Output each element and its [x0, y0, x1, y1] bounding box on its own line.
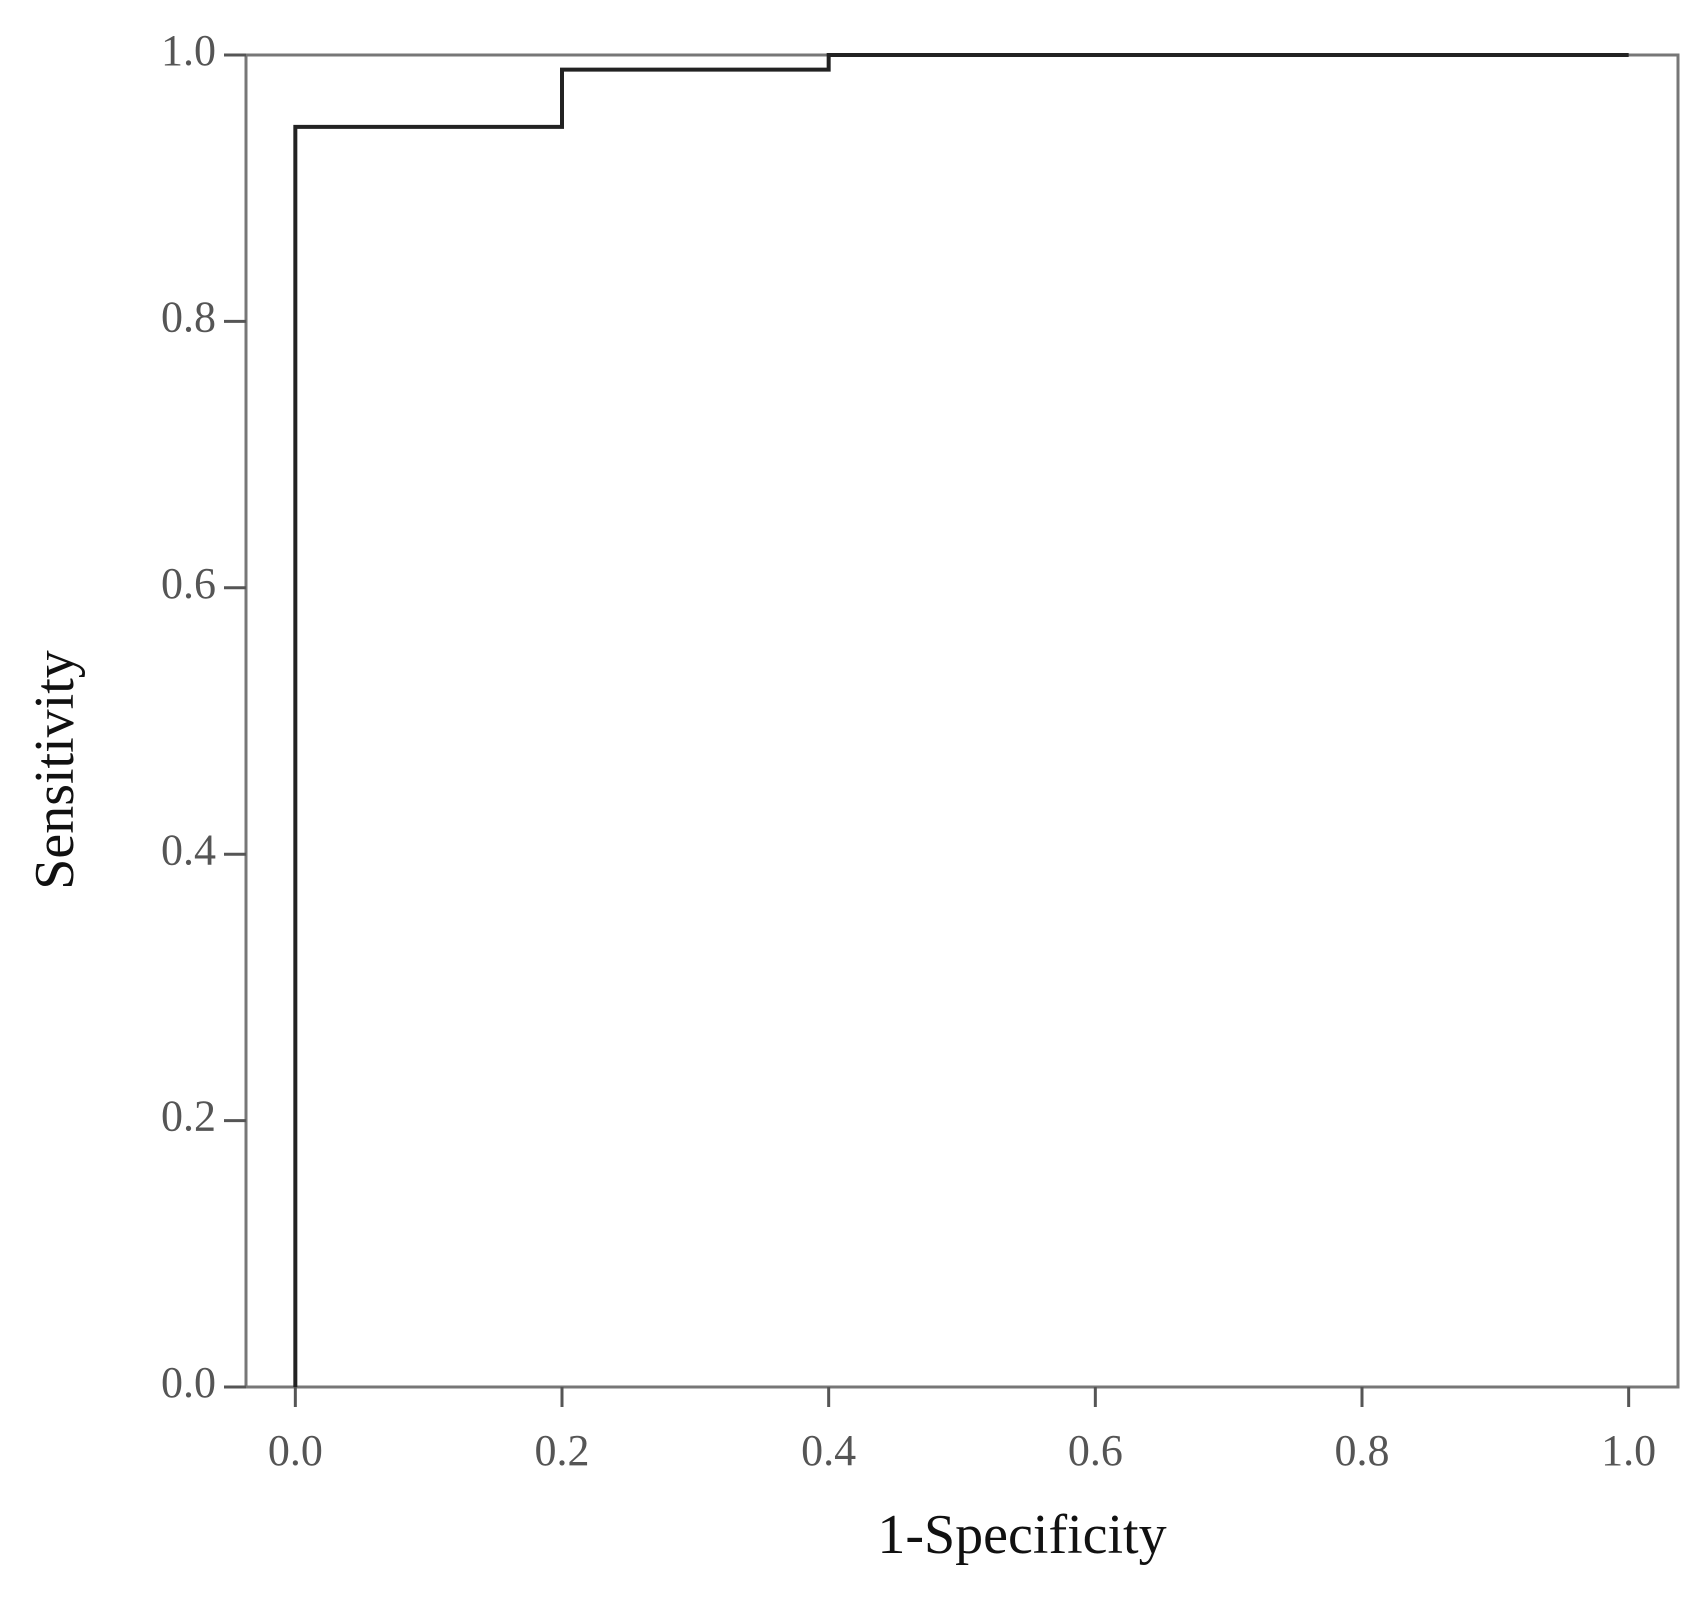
x-tick-label: 0.4 — [801, 1426, 856, 1475]
y-tick-label: 0.4 — [161, 825, 216, 874]
x-tick-label: 1.0 — [1601, 1426, 1656, 1475]
plot-frame — [244, 53, 1680, 1389]
y-tick-label: 1.0 — [161, 26, 216, 75]
x-axis-title: 1-Specificity — [877, 1504, 1166, 1566]
y-tick-label: 0.0 — [161, 1358, 216, 1407]
x-tick-label: 0.2 — [535, 1426, 590, 1475]
roc-curve — [293, 53, 1629, 1387]
y-axis-title: Sensitivity — [24, 650, 86, 890]
x-tick-label: 0.6 — [1068, 1426, 1123, 1475]
y-tick-label: 0.8 — [161, 292, 216, 341]
y-tick-label: 0.6 — [161, 559, 216, 608]
x-tick-label: 0.8 — [1335, 1426, 1390, 1475]
y-tick-label: 0.2 — [161, 1092, 216, 1141]
x-tick-label: 0.0 — [268, 1426, 323, 1475]
